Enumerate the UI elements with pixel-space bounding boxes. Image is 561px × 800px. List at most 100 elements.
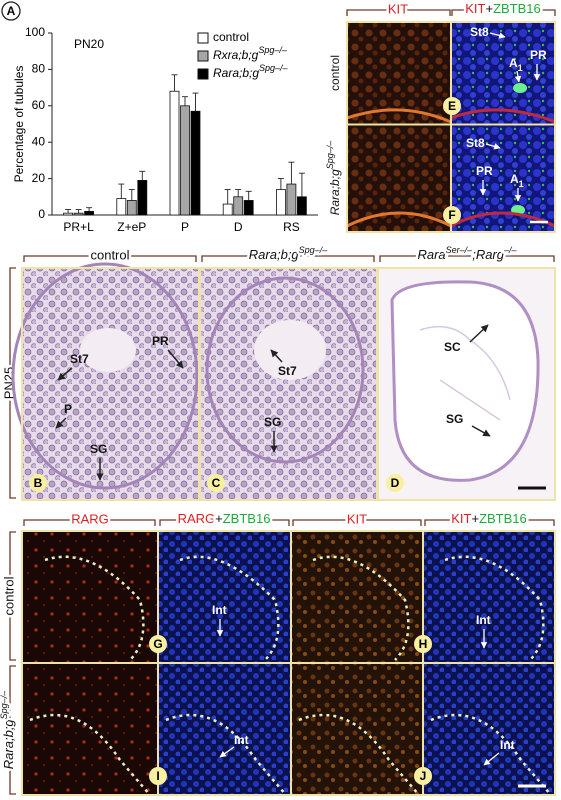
column-heading: RARG [71, 511, 109, 526]
legend-swatch [197, 68, 209, 80]
column-heading: KIT [347, 511, 367, 526]
y-tick-label: 80 [32, 62, 46, 76]
panel-letter-circle [149, 767, 167, 785]
micrograph [22, 531, 158, 663]
x-tick-label: D [234, 220, 243, 234]
arrow [489, 32, 506, 39]
panel-letter-circle [386, 474, 404, 492]
annotation-text: A [510, 172, 519, 186]
error-bar [182, 96, 188, 106]
genotype-sup: Spg–/– [299, 245, 329, 255]
bar [275, 189, 286, 216]
annotation-sub: 1 [519, 179, 524, 189]
signal [450, 108, 556, 124]
bar [137, 180, 148, 216]
micrograph [158, 531, 291, 663]
x-tick-label: PR+L [63, 220, 94, 234]
legend-label: Rara;b;gSpg–/– [213, 63, 289, 80]
micrograph [451, 22, 555, 124]
annotation: St8 [466, 136, 485, 150]
marker: ZBTB16 [479, 511, 527, 526]
arrow [219, 746, 235, 758]
column-heading: KIT [388, 1, 408, 16]
annotation: Int [212, 603, 227, 617]
x-tick-label: Z+eP [117, 220, 146, 234]
panel-letter: I [156, 769, 159, 783]
arrow [167, 349, 184, 369]
y-tick-label: 20 [32, 171, 46, 185]
annotation-sub: 1 [518, 63, 523, 73]
panel-letter: J [420, 769, 427, 783]
lumen [80, 328, 136, 372]
micrograph [347, 22, 451, 124]
error-bar [192, 92, 199, 112]
error-bar [245, 190, 252, 201]
panel-letter-circle [443, 206, 461, 224]
arrow [514, 70, 522, 83]
error-bar [235, 189, 242, 197]
micrograph [22, 663, 158, 795]
bracket [346, 9, 451, 16]
column-heading: control [90, 247, 129, 262]
arrow [469, 324, 489, 343]
row-label: control [328, 55, 342, 91]
legend-swatch [197, 32, 209, 44]
bar [233, 196, 244, 216]
marker: KIT [465, 1, 485, 16]
micrograph [347, 125, 451, 232]
panel-letter-circle [414, 635, 432, 653]
bar [190, 110, 201, 216]
arrow [485, 143, 501, 150]
annotation: SG [90, 442, 107, 456]
genotype: Rara;b;g [249, 247, 300, 262]
column-heading: RARG+ZBTB16 [178, 511, 271, 526]
genotype-sup: –/– [503, 245, 518, 255]
panel-letter: C [212, 476, 221, 490]
legend-name: Rara;b;g [213, 66, 259, 80]
panel-letter: G [153, 637, 162, 651]
error-bar [118, 183, 125, 199]
error-bar [128, 189, 135, 201]
legend-label: control [213, 30, 249, 44]
tubule [205, 276, 365, 464]
panel-letter-circle [443, 97, 461, 115]
bar [222, 203, 233, 216]
y-tick-label: 0 [38, 207, 45, 221]
y-tick-label: 100 [25, 25, 45, 39]
bracket [9, 531, 16, 795]
panel-letter: E [448, 99, 456, 113]
annotation: PR [152, 334, 169, 348]
annotation: Int [234, 733, 249, 747]
error-bar [224, 189, 231, 205]
arrow [57, 367, 73, 381]
genotype: Rara [417, 247, 445, 262]
row-label: Rara;b;gSpg–/– [0, 690, 16, 769]
panel-letter: B [34, 476, 43, 490]
tubule [11, 262, 199, 490]
bar [126, 200, 137, 216]
annotation: PR [530, 48, 547, 62]
annotation: A1 [510, 172, 524, 189]
genotype-sup: Spg–/– [325, 140, 335, 170]
panel-letter-circle [207, 474, 225, 492]
bar [169, 90, 180, 216]
marker: ZBTB16 [223, 511, 271, 526]
bracket [9, 267, 16, 499]
column-heading: Rara;b;gSpg–/– [249, 245, 328, 262]
bracket [159, 519, 290, 526]
y-tick-label: 60 [32, 98, 46, 112]
panel-letter-circle [414, 767, 432, 785]
genotype-sup: Ser–/– [446, 245, 474, 255]
error-bar [65, 209, 72, 214]
panel-letter: D [391, 476, 400, 490]
bar [63, 212, 73, 216]
tubule [390, 280, 540, 482]
x-tick-label: P [181, 220, 189, 234]
panel-letter: A [7, 4, 16, 18]
legend-name-sup: Spg–/– [258, 45, 288, 55]
genotype-sup: Spg–/– [0, 690, 9, 720]
annotation: A1 [509, 56, 523, 73]
lumen [254, 320, 326, 380]
legend-swatch [197, 50, 209, 62]
